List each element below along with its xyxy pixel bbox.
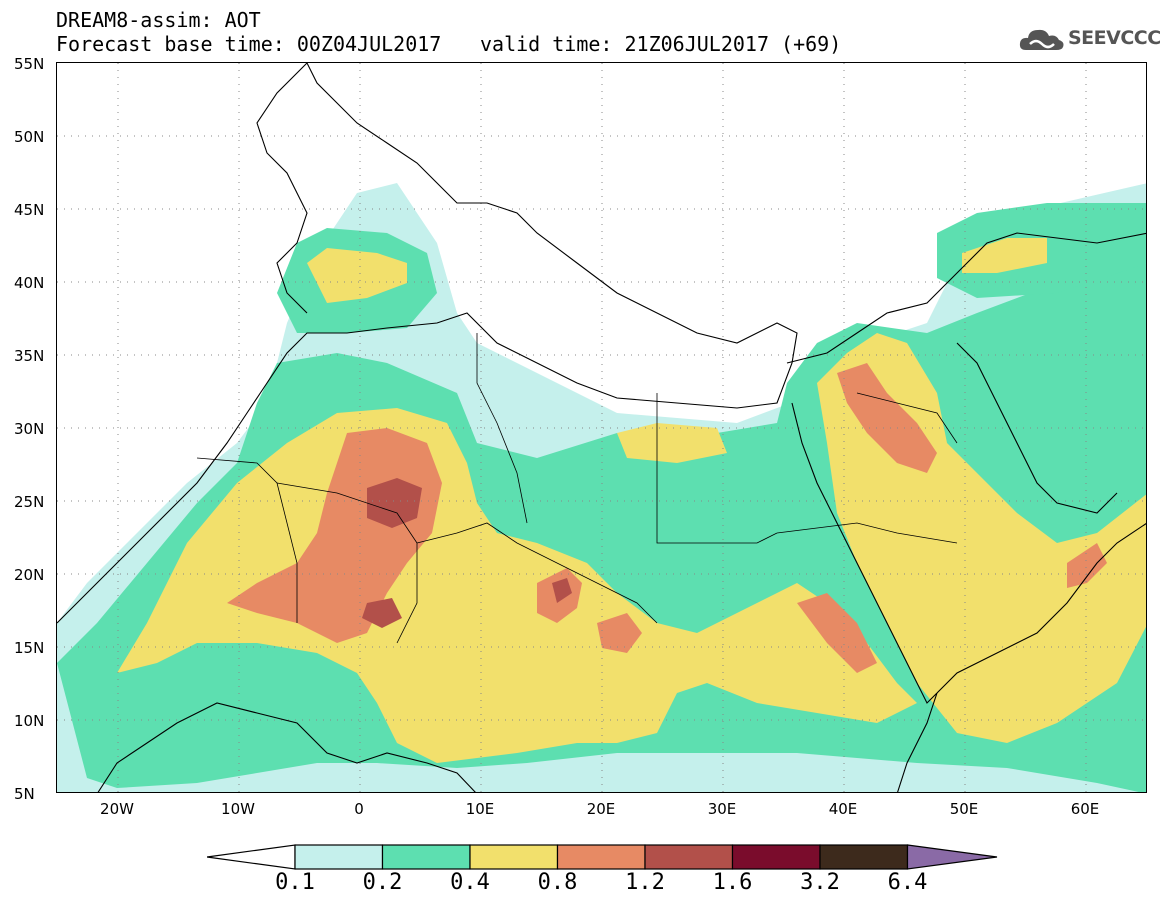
colorbar-swatch-0 [294, 844, 384, 870]
lon-label-10e: 10E [465, 800, 495, 818]
lat-label-55n: 55N [14, 55, 45, 73]
aot-band-0.8-chad [597, 613, 642, 653]
lon-label-20w: 20W [100, 800, 134, 818]
aot-band-0.4 [117, 408, 917, 763]
colorbar-label-0.1: 0.1 [275, 870, 315, 895]
aot-map-svg [57, 63, 1146, 792]
colorbar-label-1.2: 1.2 [625, 870, 665, 895]
colorbar-swatch-2 [469, 844, 559, 870]
lat-label-10n: 10N [14, 712, 45, 730]
colorbar-svg [206, 844, 998, 870]
aot-band-0.8-oman [1067, 543, 1107, 588]
aot-band-1.2-sudan [552, 578, 572, 603]
valid-time: valid time: 21Z06JUL2017 (+69) [480, 32, 842, 56]
lat-label-5n: 5N [14, 785, 35, 803]
lat-label-25n: 25N [14, 493, 45, 511]
aot-map [56, 62, 1147, 793]
colorbar [206, 842, 1002, 876]
forecast-base-time: Forecast base time: 00Z04JUL2017 [56, 32, 442, 56]
lat-label-20n: 20N [14, 566, 45, 584]
aot-band-1.2 [367, 478, 422, 528]
aot-band-0.4-iberia [307, 248, 407, 303]
lon-label-40e: 40E [828, 800, 858, 818]
grid-lines [57, 63, 1146, 792]
lat-label-30n: 30N [14, 420, 45, 438]
cloud-icon [1019, 29, 1064, 50]
colorbar-over-arrow [906, 844, 998, 870]
colorbar-swatch-4 [644, 844, 734, 870]
lon-label-30e: 30E [707, 800, 737, 818]
colorbar-under-arrow [206, 844, 296, 870]
lat-label-15n: 15N [14, 639, 45, 657]
colorbar-label-3.2: 3.2 [800, 870, 840, 895]
lon-label-10w: 10W [221, 800, 255, 818]
colorbar-label-6.4: 6.4 [887, 870, 928, 895]
lat-label-50n: 50N [14, 128, 45, 146]
aot-band-1.2-mali [362, 598, 402, 628]
colorbar-swatch-3 [556, 844, 646, 870]
map-title: DREAM8-assim: AOT [56, 8, 261, 32]
lon-label-0: 0 [354, 800, 364, 818]
colorbar-label-0.2: 0.2 [362, 870, 403, 895]
lon-label-20e: 20E [586, 800, 616, 818]
aot-band-0.8-redsea [797, 593, 877, 673]
lat-label-40n: 40N [14, 274, 45, 292]
lat-label-45n: 45N [14, 201, 45, 219]
logo-text: SEEVCCC [1068, 27, 1161, 49]
colorbar-label-1.6: 1.6 [712, 870, 753, 895]
lon-label-60e: 60E [1070, 800, 1100, 818]
colorbar-swatch-6 [819, 844, 909, 870]
country-borders [196, 333, 958, 644]
aot-band-0.4-libya [617, 423, 727, 463]
coastlines [57, 63, 1146, 792]
aot-band-0.8-iraq [837, 363, 937, 473]
lat-label-35n: 35N [14, 347, 45, 365]
lon-label-50e: 50E [949, 800, 979, 818]
colorbar-swatch-5 [731, 844, 821, 870]
colorbar-label-0.8: 0.8 [537, 870, 578, 895]
colorbar-swatch-1 [381, 844, 471, 870]
colorbar-label-0.4: 0.4 [450, 870, 490, 895]
seevccc-logo: SEEVCCC [1018, 24, 1161, 54]
